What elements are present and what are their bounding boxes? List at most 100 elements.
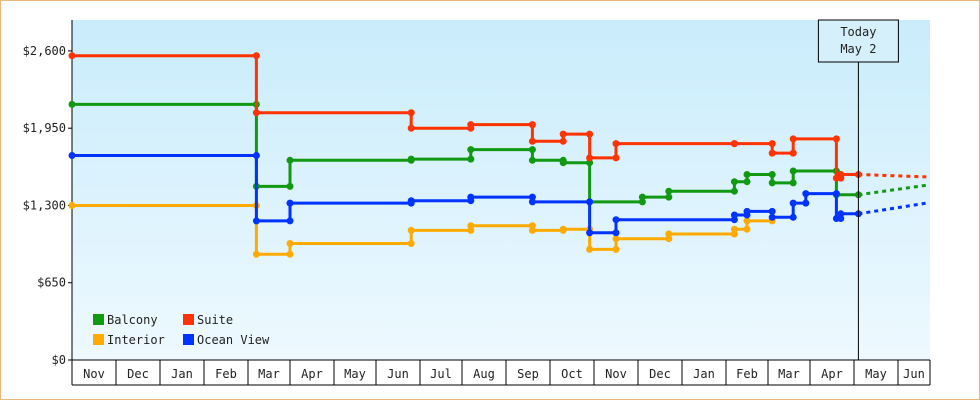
data-point — [665, 187, 673, 195]
today-date: May 2 — [840, 42, 876, 56]
data-point — [768, 140, 776, 148]
data-point — [528, 193, 536, 201]
data-point — [789, 149, 797, 157]
data-point — [768, 149, 776, 157]
data-point — [407, 124, 415, 132]
x-tick-label: Dec — [649, 367, 671, 381]
data-point — [467, 155, 475, 163]
data-point — [768, 213, 776, 221]
x-tick-label: Nov — [83, 367, 105, 381]
data-point — [559, 225, 567, 233]
x-tick-label: Feb — [736, 367, 758, 381]
data-point — [768, 171, 776, 178]
plot-background — [72, 20, 930, 360]
data-point — [730, 140, 738, 148]
data-point — [665, 193, 673, 201]
legend-label: Interior — [107, 333, 165, 347]
data-point — [789, 167, 797, 175]
data-point — [586, 159, 594, 167]
data-point — [68, 152, 76, 159]
data-point — [467, 222, 475, 230]
data-point — [612, 245, 620, 253]
data-point — [528, 226, 536, 234]
x-tick-label: Jan — [171, 367, 193, 381]
x-tick-label: Feb — [215, 367, 237, 381]
data-point — [286, 156, 294, 164]
data-point — [407, 155, 415, 163]
data-point — [286, 217, 294, 225]
y-tick-label: $1,950 — [23, 121, 66, 135]
data-point — [407, 197, 415, 205]
x-tick-label: Oct — [561, 367, 583, 381]
data-point — [528, 198, 536, 206]
data-point — [665, 230, 673, 238]
x-tick-label: Mar — [258, 367, 280, 381]
data-point — [407, 226, 415, 234]
x-tick-label: May — [865, 367, 887, 381]
data-point — [837, 171, 845, 178]
legend-label: Balcony — [107, 313, 158, 327]
legend-swatch — [93, 334, 104, 345]
x-tick-label: Apr — [301, 367, 323, 381]
data-point — [68, 52, 76, 60]
data-point — [252, 52, 260, 60]
data-point — [68, 202, 76, 209]
x-tick-label: Mar — [778, 367, 800, 381]
today-box — [817, 19, 899, 63]
legend-swatch — [93, 314, 104, 325]
data-point — [730, 230, 738, 238]
data-point — [286, 240, 294, 247]
data-point — [586, 229, 594, 237]
x-tick-label: May — [344, 367, 366, 381]
series-line — [72, 154, 859, 235]
data-point — [559, 137, 567, 145]
x-tick-label: Nov — [605, 367, 627, 381]
data-point — [743, 207, 751, 215]
data-point — [586, 154, 594, 162]
x-tick-label: Jan — [693, 367, 715, 381]
legend-swatch — [183, 314, 194, 325]
data-point — [586, 245, 594, 253]
data-point — [559, 130, 567, 138]
y-tick-label: $1,300 — [23, 198, 66, 212]
data-point — [743, 178, 751, 186]
data-point — [612, 229, 620, 237]
data-point — [252, 217, 260, 225]
data-point — [286, 182, 294, 190]
data-point — [586, 130, 594, 138]
data-point — [528, 156, 536, 164]
data-point — [730, 225, 738, 233]
data-point — [832, 135, 840, 143]
data-point — [612, 154, 620, 162]
data-point — [837, 210, 845, 218]
data-point — [286, 250, 294, 258]
data-point — [730, 187, 738, 195]
x-tick-label: Sep — [517, 367, 539, 381]
y-tick-label: $650 — [37, 276, 66, 290]
data-point — [286, 199, 294, 207]
x-tick-label: Jul — [430, 367, 452, 381]
today-label: Today — [840, 25, 876, 39]
data-point — [528, 137, 536, 145]
legend-label: Ocean View — [197, 333, 270, 347]
data-point — [743, 225, 751, 233]
data-point — [802, 199, 810, 207]
data-point — [612, 216, 620, 224]
data-point — [252, 109, 260, 117]
series-suite — [68, 52, 927, 182]
forecast-line — [858, 201, 928, 216]
data-point — [528, 146, 536, 154]
y-tick-label: $0 — [52, 353, 66, 367]
data-point — [528, 121, 536, 129]
data-point — [768, 179, 776, 187]
data-point — [789, 199, 797, 207]
series-ocean-view — [68, 152, 928, 237]
legend-label: Suite — [197, 313, 233, 327]
data-point — [730, 211, 738, 219]
y-tick-label: $2,600 — [23, 44, 66, 58]
data-point — [802, 190, 810, 198]
data-point — [586, 198, 594, 206]
data-point — [743, 171, 751, 178]
data-point — [832, 190, 840, 198]
x-tick-label: Jun — [903, 367, 925, 381]
